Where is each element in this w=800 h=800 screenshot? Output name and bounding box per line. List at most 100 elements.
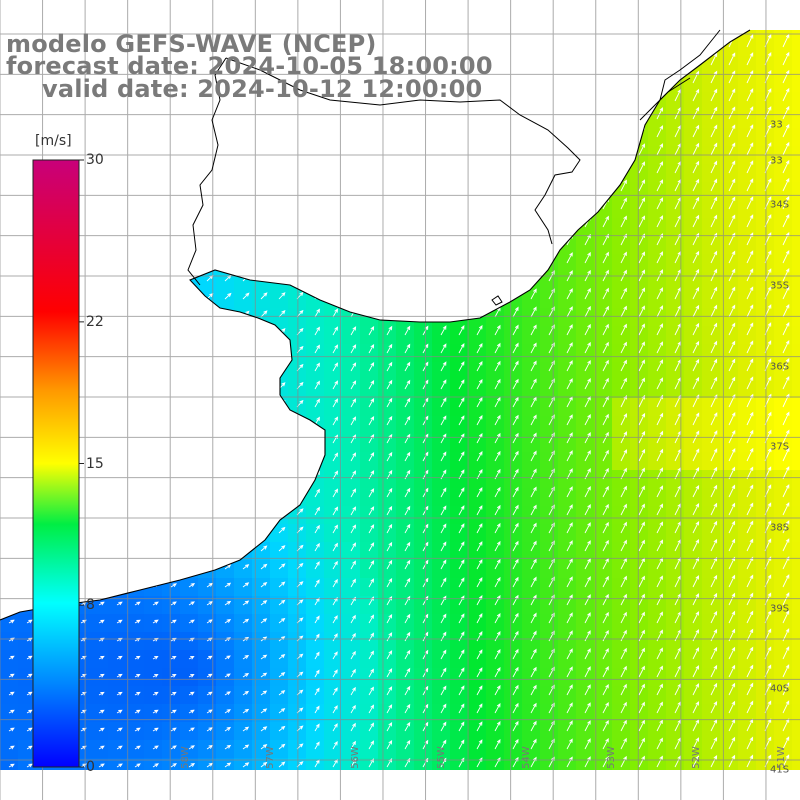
wind-arrow [656,179,663,192]
wind-arrow [620,539,627,552]
wind-speed-cell [504,398,523,417]
wind-speed-cell [216,740,235,759]
wind-speed-cell [612,578,631,597]
wind-speed-cell [324,578,343,597]
wind-arrow [656,251,663,264]
wind-speed-cell [684,686,703,705]
wind-speed-cell [396,686,415,705]
wind-speed-cell [486,542,505,561]
wind-speed-cell [180,632,199,651]
wind-arrow [728,736,736,750]
wind-speed-cell [774,182,793,201]
wind-arrow [386,722,393,732]
wind-speed-cell [396,524,415,543]
wind-arrow [368,416,375,426]
wind-arrow [710,484,718,498]
wind-arrow [350,650,356,660]
wind-speed-cell [720,614,739,633]
wind-arrow [602,485,609,498]
wind-arrow [116,709,123,714]
wind-speed-cell [468,470,487,489]
wind-speed-cell [450,524,469,543]
wind-speed-cell [684,398,703,417]
wind-speed-cell [522,506,541,525]
wind-arrow [782,321,790,336]
wind-arrow [692,358,700,372]
wind-arrow [440,613,447,624]
wind-speed-cell [792,506,800,525]
wind-speed-cell [432,344,451,363]
wind-speed-cell [774,470,793,489]
wind-speed-cell [360,686,379,705]
wind-arrow [134,601,141,606]
wind-speed-cell [666,380,685,399]
wind-arrow [728,610,736,624]
colorbar-tick-label: 15 [86,455,104,472]
wind-speed-cell [468,560,487,579]
wind-speed-cell [504,650,523,669]
wind-speed-cell [738,740,757,759]
wind-speed-cell [414,344,433,363]
wind-arrow [530,684,537,696]
wind-speed-cell [504,308,523,327]
wind-speed-cell [432,398,451,417]
wind-arrow [620,251,627,264]
wind-arrow [566,306,573,318]
wind-arrow [494,432,501,444]
wind-speed-cell [306,758,325,770]
wind-arrow [494,720,501,732]
wind-arrow [638,611,645,624]
wind-speed-cell [18,686,37,705]
wind-speed-cell [774,650,793,669]
wind-arrow [584,305,591,318]
wind-speed-cell [594,290,613,309]
wind-speed-cell [774,542,793,561]
wind-speed-cell [702,380,721,399]
wind-speed-cell [630,488,649,507]
wind-arrow [692,665,699,678]
wind-arrow [602,305,609,318]
wind-speed-cell [666,740,685,759]
wind-speed-cell [90,740,109,759]
wind-speed-cell [252,668,271,687]
wind-speed-cell [738,326,757,345]
wind-speed-cell [684,308,703,327]
wind-arrow [746,304,754,318]
wind-speed-cell [486,632,505,651]
wind-speed-cell [414,452,433,471]
wind-speed-cell [648,506,667,525]
wind-speed-cell [648,686,667,705]
wind-speed-cell [252,650,271,669]
wind-speed-cell [270,686,289,705]
wind-arrow [638,647,645,660]
wind-arrow [314,651,320,660]
wind-speed-cell [414,632,433,651]
wind-arrow [440,559,447,570]
wind-speed-cell [342,758,361,770]
wind-speed-cell [504,686,523,705]
wind-speed-cell [684,452,703,471]
wind-arrow [620,503,627,516]
colorbar-tick-label: 0 [86,759,95,775]
wind-speed-cell [774,596,793,615]
wind-arrow [368,578,375,588]
wind-speed-cell [90,614,109,633]
wind-speed-cell [360,632,379,651]
wind-arrow [584,251,591,264]
wind-speed-cell [702,182,721,201]
wind-speed-cell [450,362,469,381]
wind-speed-cell [414,578,433,597]
wind-speed-cell [270,290,289,309]
lagoon-outline [491,29,721,306]
wind-speed-cell [450,326,469,345]
wind-arrow [476,343,483,354]
wind-arrow [638,737,645,750]
wind-speed-cell [666,344,685,363]
latitude-label: 33 [770,119,783,131]
wind-speed-cell [684,272,703,291]
wind-arrow [710,538,718,552]
wind-arrow [710,250,718,264]
wind-arrow [782,69,790,84]
wind-speed-cell [486,506,505,525]
wind-speed-cell [630,632,649,651]
